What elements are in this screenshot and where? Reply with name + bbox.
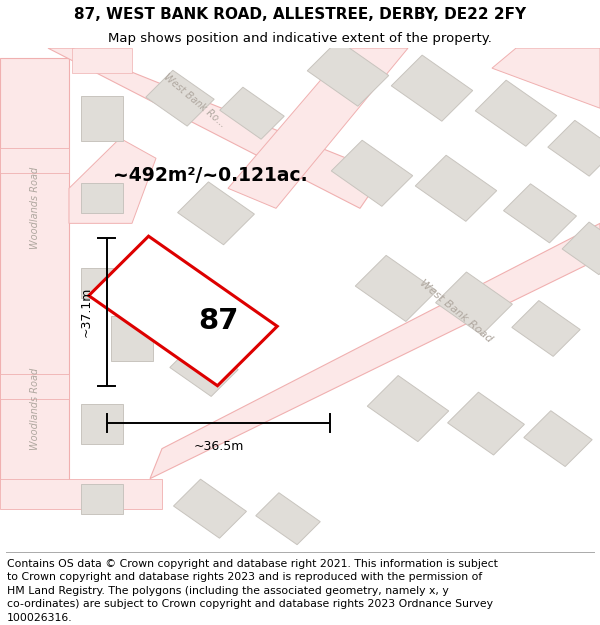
Polygon shape [0,148,69,173]
Polygon shape [69,138,156,223]
Polygon shape [81,183,123,213]
Text: Woodlands Road: Woodlands Road [30,168,40,249]
Polygon shape [548,121,600,176]
Text: HM Land Registry. The polygons (including the associated geometry, namely x, y: HM Land Registry. The polygons (includin… [7,586,449,596]
Polygon shape [256,492,320,545]
Polygon shape [367,376,449,442]
Text: 87, WEST BANK ROAD, ALLESTREE, DERBY, DE22 2FY: 87, WEST BANK ROAD, ALLESTREE, DERBY, DE… [74,7,526,22]
Polygon shape [524,411,592,466]
Polygon shape [154,272,218,325]
Polygon shape [415,155,497,221]
Polygon shape [436,272,512,335]
Polygon shape [475,80,557,146]
Polygon shape [81,268,123,298]
Polygon shape [307,40,389,106]
Polygon shape [355,256,437,321]
Polygon shape [150,223,600,479]
Text: 100026316.: 100026316. [7,613,73,623]
Text: ~37.1m: ~37.1m [79,287,92,338]
Polygon shape [81,404,123,444]
Polygon shape [228,48,408,208]
Polygon shape [448,392,524,455]
Polygon shape [512,301,580,356]
Polygon shape [170,341,238,396]
Text: co-ordinates) are subject to Crown copyright and database rights 2023 Ordnance S: co-ordinates) are subject to Crown copyr… [7,599,493,609]
Polygon shape [331,140,413,206]
Polygon shape [89,236,277,386]
Polygon shape [173,479,247,538]
Polygon shape [178,182,254,245]
Text: to Crown copyright and database rights 2023 and is reproduced with the permissio: to Crown copyright and database rights 2… [7,572,482,582]
Text: ~492m²/~0.121ac.: ~492m²/~0.121ac. [113,166,307,185]
Text: Map shows position and indicative extent of the property.: Map shows position and indicative extent… [108,32,492,45]
Text: ~36.5m: ~36.5m [193,440,244,453]
Polygon shape [220,88,284,139]
Polygon shape [0,58,69,489]
Polygon shape [146,70,214,126]
Polygon shape [503,184,577,243]
Polygon shape [0,374,69,399]
Text: 87: 87 [199,307,239,335]
Polygon shape [81,96,123,141]
Polygon shape [562,222,600,274]
Text: Contains OS data © Crown copyright and database right 2021. This information is : Contains OS data © Crown copyright and d… [7,559,498,569]
Polygon shape [81,484,123,514]
Polygon shape [391,55,473,121]
Polygon shape [0,479,162,509]
Polygon shape [48,48,384,208]
Text: West Bank Ro...: West Bank Ro... [162,72,228,129]
Text: Woodlands Road: Woodlands Road [30,368,40,450]
Text: West Bank Road: West Bank Road [418,278,494,344]
Polygon shape [111,316,153,361]
Polygon shape [492,48,600,108]
Polygon shape [72,48,132,73]
